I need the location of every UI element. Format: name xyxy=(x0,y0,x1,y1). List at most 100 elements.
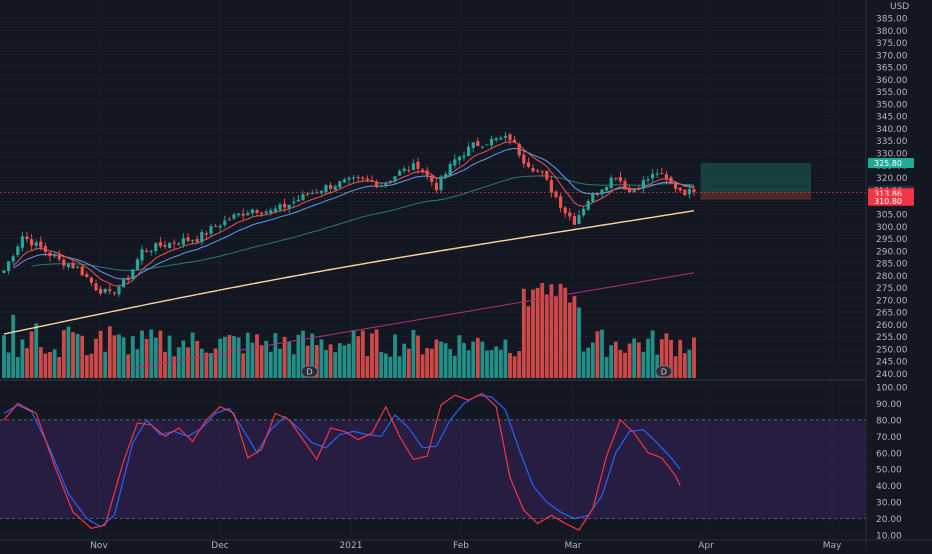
volume-bar xyxy=(540,283,545,378)
volume-bar xyxy=(590,342,595,378)
volume-bar xyxy=(117,334,121,378)
candle-body xyxy=(411,163,415,170)
candle-body xyxy=(53,255,57,257)
volume-bar xyxy=(38,347,43,378)
price-tick-label: 285.00 xyxy=(876,260,908,270)
volume-bar xyxy=(558,283,563,378)
dividend-marker-label: D xyxy=(307,368,313,377)
candle-body xyxy=(223,220,227,226)
volume-bar xyxy=(342,345,347,378)
volume-bar xyxy=(2,335,6,378)
volume-bar xyxy=(439,341,443,378)
volume-bar xyxy=(186,347,190,378)
volume-bar xyxy=(255,334,259,378)
volume-bar xyxy=(554,296,558,378)
volume-bar xyxy=(646,338,650,378)
volume-bar xyxy=(301,330,305,378)
price-tick-label: 345.00 xyxy=(876,113,908,123)
price-tick-label: 340.00 xyxy=(876,125,908,135)
price-tick-label: 305.00 xyxy=(876,211,908,221)
candle-body xyxy=(545,170,549,180)
candle-body xyxy=(425,170,429,176)
candle-body xyxy=(154,243,158,251)
volume-bar xyxy=(153,337,158,378)
candle-body xyxy=(494,138,498,140)
candle-body xyxy=(522,154,526,164)
candlesticks xyxy=(2,131,696,298)
candle-body xyxy=(595,193,599,195)
candle-body xyxy=(260,212,264,214)
volume-bar xyxy=(531,289,535,378)
candle-body xyxy=(416,161,420,169)
long-position-tool[interactable] xyxy=(0,163,866,200)
candle-body xyxy=(605,186,609,191)
candle-body xyxy=(7,261,11,272)
candle-body xyxy=(131,269,135,279)
candle-body xyxy=(407,170,411,172)
price-tick-label: 355.00 xyxy=(876,88,908,98)
candle-body xyxy=(149,250,153,252)
candle-body xyxy=(365,178,369,180)
volume-bar xyxy=(397,356,402,378)
candle-body xyxy=(687,189,691,195)
volume-bar xyxy=(406,348,411,378)
volume-bar xyxy=(273,333,278,378)
volume-bar xyxy=(278,348,282,378)
candle-body xyxy=(563,207,567,214)
candle-body xyxy=(531,168,535,172)
oscillator-tick-label: 50.00 xyxy=(876,466,902,476)
candle-body xyxy=(71,262,75,269)
price-tick-label: 275.00 xyxy=(876,284,908,294)
price-tick-label: 260.00 xyxy=(876,321,908,331)
volume-bar xyxy=(655,354,660,378)
volume-bar xyxy=(319,339,324,378)
volume-bar xyxy=(199,348,204,378)
volume-bar xyxy=(613,341,618,378)
volume-bar xyxy=(687,349,692,378)
volume-bar xyxy=(89,353,94,378)
volume-bar xyxy=(466,350,471,378)
candle-body xyxy=(39,241,43,248)
volume-bar xyxy=(227,335,232,378)
position-profit-zone xyxy=(700,163,811,193)
price-tick-label: 365.00 xyxy=(876,64,908,74)
volume-bar xyxy=(140,330,144,378)
volume-bar xyxy=(600,329,604,378)
volume-bar xyxy=(144,338,149,378)
time-tick-label: Nov xyxy=(90,541,108,550)
candle-body xyxy=(692,189,696,193)
candle-body xyxy=(135,259,139,271)
candle-body xyxy=(62,259,66,266)
price-tick-label: 290.00 xyxy=(876,247,908,257)
sma-200-line xyxy=(3,210,695,335)
candle-body xyxy=(618,177,622,182)
volume-bar xyxy=(448,349,453,378)
volume-bar xyxy=(126,354,131,378)
price-tick-label: 375.00 xyxy=(876,39,908,49)
candle-body xyxy=(306,193,310,195)
volume-bar xyxy=(577,307,581,378)
price-tick-label: 380.00 xyxy=(876,27,908,37)
volume-bar xyxy=(678,339,683,378)
volume-bar xyxy=(549,284,554,378)
volume-bar xyxy=(11,314,16,378)
volume-bar xyxy=(581,351,586,378)
candle-body xyxy=(232,214,236,219)
volume-bar xyxy=(176,347,181,378)
volume-bar xyxy=(328,344,333,378)
candle-body xyxy=(600,189,604,195)
volume-bar xyxy=(158,330,163,378)
candle-body xyxy=(20,236,24,248)
candle-body xyxy=(324,185,328,193)
price-tick-label: 280.00 xyxy=(876,272,908,282)
candle-body xyxy=(278,204,282,210)
volume-bar xyxy=(627,343,632,378)
candle-body xyxy=(480,146,484,148)
volume-bar xyxy=(595,331,600,378)
volume-bar xyxy=(84,355,89,378)
volume-bar xyxy=(71,332,75,378)
candle-body xyxy=(204,233,208,235)
volume-bar xyxy=(310,333,315,378)
